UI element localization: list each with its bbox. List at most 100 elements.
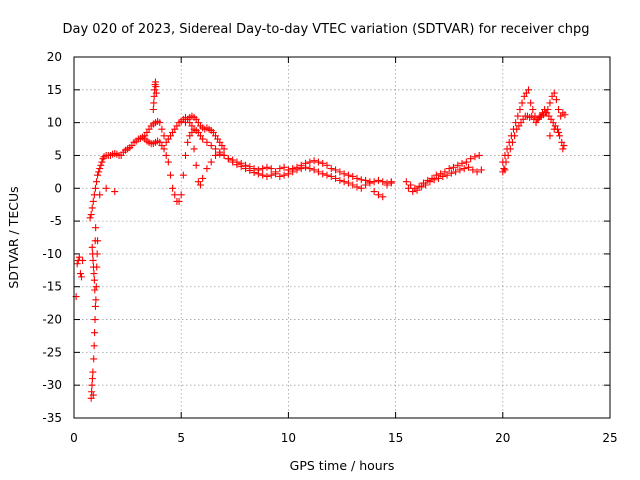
- x-tick-label: 20: [495, 431, 510, 445]
- data-point: [111, 188, 119, 196]
- data-point: [89, 250, 97, 258]
- data-point: [525, 86, 533, 94]
- data-point: [90, 263, 98, 271]
- data-point: [87, 211, 95, 219]
- data-point: [370, 188, 378, 196]
- y-tick-label: -20: [42, 313, 62, 327]
- data-point: [90, 355, 98, 363]
- data-point: [460, 165, 468, 173]
- data-point: [362, 181, 370, 189]
- data-point: [293, 166, 301, 174]
- series-early-steep-drop: [72, 184, 119, 402]
- y-tick-label: 20: [47, 50, 62, 64]
- data-point: [152, 83, 160, 91]
- data-point: [158, 125, 166, 133]
- data-point: [456, 166, 464, 174]
- data-point: [327, 172, 335, 180]
- data-point: [383, 181, 391, 189]
- data-point: [96, 165, 104, 173]
- data-point: [89, 256, 97, 264]
- data-point: [443, 171, 451, 179]
- data-point: [306, 158, 314, 166]
- data-point: [475, 151, 483, 159]
- data-point: [207, 158, 215, 166]
- data-point: [332, 166, 340, 174]
- data-point: [471, 153, 479, 161]
- data-point: [353, 174, 361, 182]
- data-point: [556, 132, 564, 140]
- data-point: [267, 165, 275, 173]
- data-point: [212, 145, 220, 153]
- data-point: [79, 256, 87, 264]
- data-point: [179, 171, 187, 179]
- chart-title: Day 020 of 2023, Sidereal Day-to-day VTE…: [62, 22, 589, 37]
- data-point: [97, 161, 105, 169]
- data-point: [102, 184, 110, 192]
- data-point: [92, 224, 100, 232]
- data-point: [422, 181, 430, 189]
- data-point: [207, 142, 215, 150]
- data-point: [203, 165, 211, 173]
- data-point: [327, 165, 335, 173]
- y-tick-label: -30: [42, 378, 62, 392]
- data-point: [462, 158, 470, 166]
- data-point: [169, 184, 177, 192]
- data-point: [188, 128, 196, 136]
- data-point: [430, 176, 438, 184]
- data-point: [73, 260, 81, 268]
- data-point: [306, 165, 314, 173]
- data-point: [152, 89, 160, 97]
- data-point: [504, 151, 512, 159]
- data-point: [353, 183, 361, 191]
- data-point: [500, 165, 508, 173]
- data-point: [184, 138, 192, 146]
- data-point: [164, 158, 172, 166]
- data-point: [150, 99, 158, 107]
- data-point: [177, 191, 185, 199]
- y-tick-label: -25: [42, 345, 62, 359]
- data-point: [439, 172, 447, 180]
- data-point: [89, 197, 97, 205]
- data-point: [199, 135, 207, 143]
- data-point: [88, 375, 96, 383]
- data-point: [91, 316, 99, 324]
- data-points: [72, 78, 569, 402]
- data-point: [224, 155, 232, 163]
- data-point: [404, 184, 412, 192]
- data-point: [263, 163, 271, 171]
- y-tick-label: 10: [47, 116, 62, 130]
- data-point: [91, 237, 99, 245]
- data-point: [199, 174, 207, 182]
- data-point: [477, 166, 485, 174]
- data-point: [469, 166, 477, 174]
- data-point: [284, 170, 292, 178]
- data-point: [379, 178, 387, 186]
- data-point: [310, 166, 318, 174]
- data-point: [96, 191, 104, 199]
- data-point: [250, 169, 258, 177]
- data-point: [332, 174, 340, 182]
- data-point: [344, 171, 352, 179]
- data-point: [76, 270, 84, 278]
- data-point: [310, 157, 318, 165]
- data-point: [203, 138, 211, 146]
- data-point: [409, 188, 417, 196]
- data-point: [220, 145, 228, 153]
- data-point: [181, 151, 189, 159]
- data-point: [454, 161, 462, 169]
- data-point: [340, 170, 348, 178]
- data-point: [91, 286, 99, 294]
- data-point: [229, 158, 237, 166]
- data-point: [550, 89, 558, 97]
- data-point: [559, 145, 567, 153]
- data-point: [91, 184, 99, 192]
- data-point: [289, 168, 297, 176]
- ticks: 0 5 10 15 20 25 -35 -30 -25 -20 -15 -10 -5 0 5 10 15 20: [42, 50, 617, 445]
- data-point: [434, 174, 442, 182]
- data-point: [323, 161, 331, 169]
- data-point: [175, 197, 183, 205]
- y-tick-label: -5: [50, 214, 62, 228]
- plot-frame: [73, 56, 611, 419]
- data-point: [357, 184, 365, 192]
